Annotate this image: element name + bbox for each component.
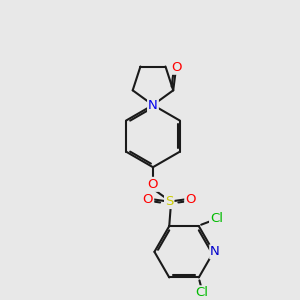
Text: S: S	[165, 195, 173, 208]
Text: Cl: Cl	[195, 286, 208, 299]
Text: O: O	[185, 193, 196, 206]
Text: O: O	[171, 61, 181, 74]
Text: N: N	[210, 245, 220, 258]
Text: Cl: Cl	[210, 212, 223, 225]
Text: O: O	[148, 178, 158, 191]
Text: O: O	[143, 193, 153, 206]
Text: N: N	[148, 98, 158, 112]
